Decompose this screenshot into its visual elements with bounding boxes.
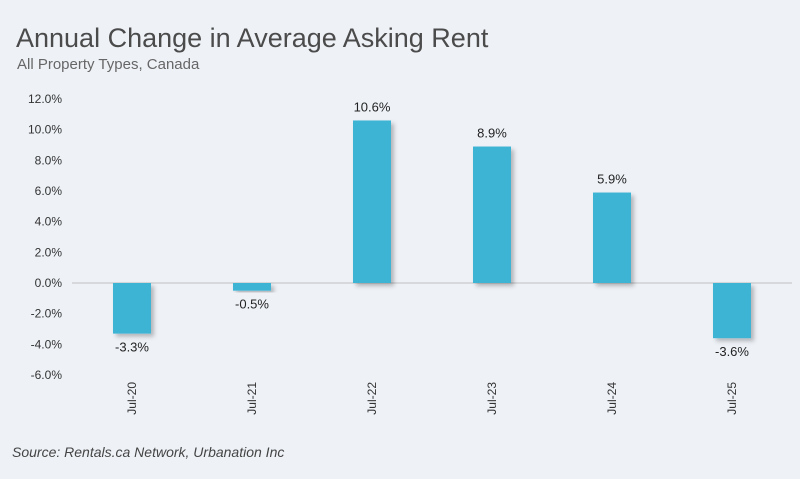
y-tick-label: 8.0%: [35, 153, 63, 167]
data-labels: -3.3% -0.5% 10.6% 8.9% 5.9% -3.6%: [115, 99, 749, 359]
x-tick-label: Jul-24: [605, 382, 619, 415]
chart-title: Annual Change in Average Asking Rent: [16, 23, 489, 53]
bar-jul-20: [113, 283, 151, 334]
data-label: -3.3%: [115, 340, 149, 355]
bar-jul-25: [713, 283, 751, 339]
source-note: Source: Rentals.ca Network, Urbanation I…: [12, 444, 285, 460]
y-tick-label: 6.0%: [35, 184, 63, 198]
bar-jul-24: [593, 192, 631, 283]
x-tick-label: Jul-21: [245, 382, 259, 415]
data-label: 8.9%: [477, 126, 507, 141]
y-axis: 12.0% 10.0% 8.0% 6.0% 4.0% 2.0% 0.0% -2.0% -4.0%…: [28, 92, 62, 382]
data-label: 10.6%: [354, 99, 391, 114]
y-tick-label: -4.0%: [31, 337, 63, 351]
y-tick-label: 2.0%: [35, 245, 63, 259]
x-tick-label: Jul-23: [485, 382, 499, 415]
y-tick-label: -2.0%: [31, 307, 63, 321]
data-label: -3.6%: [715, 344, 749, 359]
bar-jul-21: [233, 283, 271, 291]
bars: [113, 120, 751, 339]
data-label: -0.5%: [235, 297, 269, 312]
bar-jul-23: [473, 146, 511, 283]
chart-subtitle: All Property Types, Canada: [17, 56, 200, 73]
bar-jul-22: [353, 120, 391, 283]
x-tick-label: Jul-25: [725, 382, 739, 415]
data-label: 5.9%: [597, 172, 627, 187]
y-tick-label: -6.0%: [31, 368, 63, 382]
x-tick-label: Jul-20: [125, 382, 139, 415]
y-tick-label: 0.0%: [35, 276, 63, 290]
x-tick-label: Jul-22: [365, 382, 379, 415]
y-tick-label: 10.0%: [28, 123, 62, 137]
y-tick-label: 4.0%: [35, 215, 63, 229]
x-axis: Jul-20 Jul-21 Jul-22 Jul-23 Jul-24 Jul-25: [125, 382, 739, 415]
y-tick-label: 12.0%: [28, 92, 62, 106]
